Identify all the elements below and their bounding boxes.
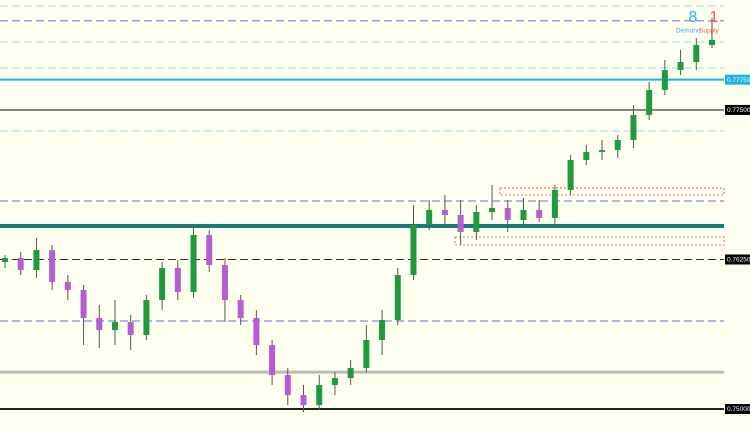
candle-body [80,289,87,318]
candle-body [49,250,56,282]
candle-body [2,258,8,262]
candle-body [457,214,464,232]
supply-zone [454,236,725,246]
candle-body [253,317,260,346]
candle-body [363,340,370,368]
candle-body [661,69,668,90]
candle-body [174,267,181,293]
candle-body [190,234,197,293]
price-label-box [725,74,750,85]
candle-body [379,320,386,341]
price-label: 0.77753 [727,77,750,84]
candle-body [473,211,480,232]
counter-name: Supply [699,28,720,35]
candle-body [237,300,244,318]
candle-body [394,275,401,321]
candle-body [143,300,150,335]
candle-body [504,208,511,221]
candle-body [441,209,448,215]
candle-body [159,267,166,301]
price-label-box [725,254,750,265]
candle-body [614,139,621,151]
candle-body [410,225,417,276]
price-label: 0.76250 [727,257,750,264]
candle-body [111,322,118,331]
candle-body [520,209,527,221]
candle-body [646,89,653,115]
candle-body [221,264,228,301]
candle-body [489,208,496,212]
price-label: 0.77500 [727,107,750,114]
counter-value: 1 [710,9,719,26]
supply-zone [499,187,725,196]
price-label-box [725,404,750,415]
candle-body [33,250,40,271]
candle-body [551,189,558,218]
candle-body [64,281,71,290]
candle-body [630,114,637,140]
candle-body [347,367,354,379]
candle-body [316,384,323,406]
candle-body [693,44,700,62]
candle-body [599,150,606,152]
price-label: 0.75000 [727,406,750,413]
counter-name: Demand [676,28,701,35]
candle-body [17,258,24,271]
candle-body [709,39,715,45]
price-label-box [725,104,750,115]
candle-body [536,209,543,218]
candle-body [677,61,684,70]
candle-body [567,159,574,190]
candle-body [96,317,103,331]
candle-body [284,375,291,396]
candle-body [127,322,134,335]
candle-body [300,395,307,406]
candle-body [269,345,276,376]
candle-body [583,151,590,160]
candle-body [426,209,433,226]
candle-body [331,378,338,385]
counter-value: 8 [689,9,698,26]
candle-body [206,234,213,265]
